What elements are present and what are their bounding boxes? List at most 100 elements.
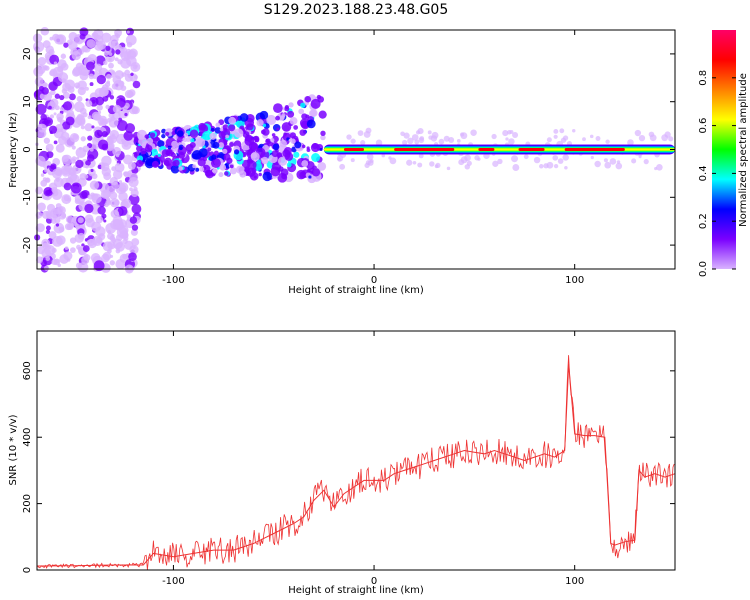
spectrogram-cell bbox=[273, 103, 283, 113]
spectrogram-cell bbox=[381, 153, 386, 158]
spectrogram-cell bbox=[546, 137, 552, 143]
spectrogram-cell bbox=[286, 162, 292, 168]
spectrogram-cell bbox=[40, 173, 45, 177]
spectrogram-cell bbox=[42, 82, 48, 88]
spectrogram-cell bbox=[61, 194, 72, 205]
spectrogram-cell bbox=[66, 109, 75, 118]
snr-series-line bbox=[36, 364, 676, 567]
spectrogram-cell bbox=[190, 138, 195, 143]
spectrogram-cell bbox=[125, 34, 137, 46]
spectrogram-cell bbox=[74, 198, 81, 205]
spectrogram-cell bbox=[178, 151, 186, 159]
spectrogram-cell bbox=[109, 95, 115, 100]
spectrogram-cell bbox=[458, 159, 465, 166]
spectrogram-cell bbox=[105, 104, 110, 110]
spectrogram-cell bbox=[509, 130, 514, 134]
spectrogram-cell bbox=[224, 171, 229, 176]
spectrogram-cell bbox=[131, 106, 140, 115]
spectrogram-cell bbox=[129, 172, 138, 182]
spectrogram-cell bbox=[163, 159, 170, 166]
spectrogram-cell bbox=[121, 187, 126, 193]
spectrogram-cell bbox=[167, 145, 172, 150]
spectrogram-cell bbox=[572, 128, 576, 133]
spectrogram-cell bbox=[44, 168, 48, 173]
spectrogram-cell bbox=[86, 154, 95, 162]
spectrogram-cell bbox=[60, 62, 69, 71]
spectrogram-marks bbox=[32, 26, 675, 274]
spectrogram-cell bbox=[55, 235, 66, 245]
spectrogram-cell bbox=[199, 166, 205, 172]
spectrogram-cell bbox=[446, 166, 451, 171]
spectrogram-cell bbox=[209, 132, 217, 140]
spectrogram-cell bbox=[129, 244, 139, 255]
spectrogram-cell bbox=[129, 187, 133, 192]
spectrogram-cell bbox=[615, 162, 623, 170]
spectrogram-cell bbox=[582, 137, 586, 142]
spectrogram-cell bbox=[63, 251, 73, 261]
spectrogram-cell bbox=[96, 104, 103, 111]
spectrogram-cell bbox=[604, 161, 612, 169]
spectrogram-cell bbox=[138, 136, 148, 146]
spectrogram-cell bbox=[124, 112, 128, 117]
spectrogram-cell bbox=[553, 128, 559, 134]
spectrogram-cell bbox=[77, 217, 84, 224]
spectrogram-cell bbox=[37, 57, 47, 66]
snr-x-ticks: -100 0 100 bbox=[162, 331, 584, 587]
spectrogram-cell bbox=[375, 139, 383, 147]
spectrogram-cell bbox=[35, 186, 43, 195]
spectrogram-cell bbox=[79, 190, 88, 200]
spectrogram-cell bbox=[310, 98, 321, 109]
spectrogram-cell bbox=[51, 168, 63, 179]
spectrogram-cell bbox=[415, 130, 421, 135]
spectrogram-cell bbox=[69, 173, 80, 185]
spectrogram-cell bbox=[198, 124, 209, 134]
spectrogram-cell bbox=[178, 146, 183, 151]
colorbar-tick-label: 0.8 bbox=[698, 70, 709, 86]
spectrogram-cell bbox=[271, 150, 279, 158]
spectrogram-cell bbox=[411, 134, 419, 141]
spectrogram-cell bbox=[84, 123, 93, 132]
spectrogram-cell bbox=[111, 237, 117, 243]
spectrogram-cell bbox=[233, 149, 240, 155]
spectrogram-cell bbox=[42, 177, 47, 182]
spectrogram-cell bbox=[116, 162, 120, 166]
spectrogram-cell bbox=[83, 254, 88, 260]
spectrogram-cell bbox=[90, 253, 101, 263]
spectrogram-cell bbox=[210, 127, 215, 132]
spectrogram-cell bbox=[289, 117, 298, 125]
spectrogram-cell bbox=[53, 140, 58, 145]
spectrogram-cell bbox=[79, 33, 86, 40]
spectrogram-cell bbox=[178, 166, 183, 171]
spectrogram-y-ticks: -20 -10 0 10 20 bbox=[22, 48, 675, 253]
spectrogram-y-label: Frequency (Hz) bbox=[8, 112, 19, 188]
spectrogram-cell bbox=[68, 93, 76, 101]
spectrogram-cell bbox=[300, 102, 306, 108]
spectrogram-cell bbox=[121, 72, 127, 77]
spectrogram-cell bbox=[539, 164, 544, 169]
spectrogram-cell bbox=[68, 40, 78, 51]
spectrogram-cell bbox=[131, 238, 140, 247]
spectrogram-cell bbox=[320, 130, 326, 136]
spectrogram-cell bbox=[427, 130, 432, 135]
spectrogram-cell bbox=[299, 129, 307, 136]
spectrogram-cell bbox=[59, 94, 65, 101]
spectrogram-cell bbox=[317, 162, 327, 171]
spectrogram-cell bbox=[39, 93, 46, 100]
spectrogram-cell bbox=[62, 121, 71, 130]
spectrogram-cell bbox=[85, 160, 91, 166]
spectrogram-cell bbox=[165, 131, 170, 137]
spectrogram-cell bbox=[87, 135, 93, 141]
spectrogram-cell bbox=[123, 171, 130, 178]
spectrogram-cell bbox=[101, 131, 108, 138]
spectrogram-cell bbox=[45, 143, 54, 152]
spectrogram-cell bbox=[229, 142, 235, 147]
snr-marks bbox=[36, 355, 676, 571]
spectrogram-cell bbox=[316, 94, 322, 100]
spectrogram-cell bbox=[248, 141, 258, 151]
y-tick-label: 20 bbox=[22, 48, 33, 61]
spectrogram-cell bbox=[76, 156, 80, 160]
spectrogram-cell bbox=[85, 164, 89, 169]
spectrogram-cell bbox=[104, 202, 109, 208]
spectrogram-cell bbox=[124, 73, 133, 82]
spectrogram-cell bbox=[562, 135, 569, 141]
